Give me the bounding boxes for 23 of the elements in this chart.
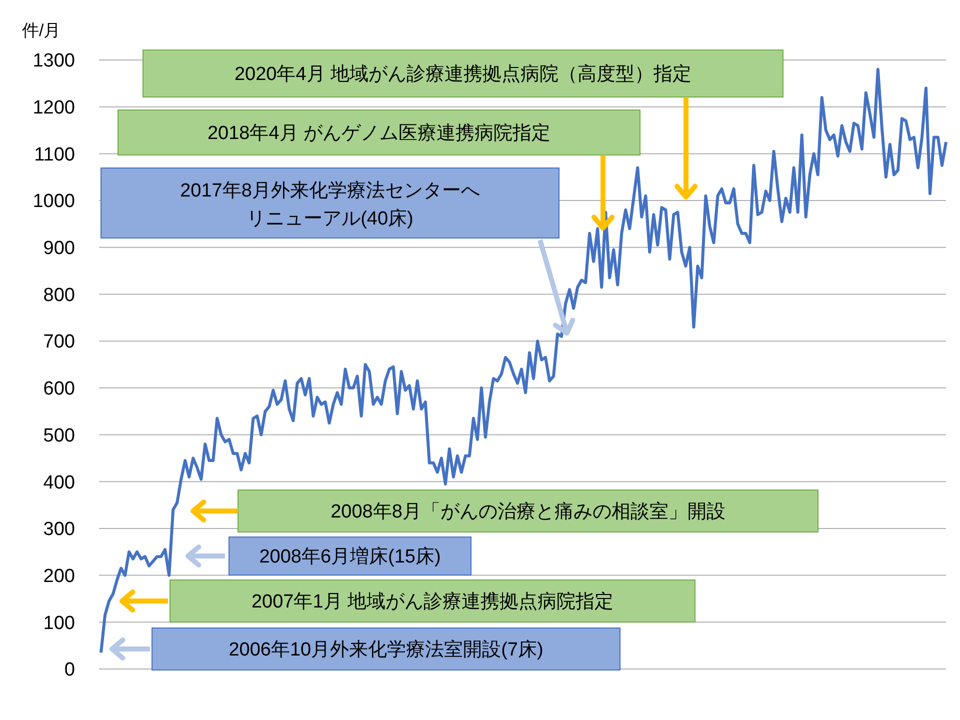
annotation: 2008年8月「がんの治療と痛みの相談室」開設 <box>330 500 726 523</box>
y-axis-title: 件/月 <box>22 21 61 40</box>
y-tick-label: 900 <box>43 238 75 260</box>
y-tick-label: 400 <box>43 472 75 494</box>
y-tick-label: 100 <box>43 612 75 634</box>
annotation: 2017年8月外来化学療法センターへ <box>180 180 480 202</box>
annotation: リニューアル(40床) <box>246 208 414 230</box>
y-tick-label: 200 <box>43 566 75 587</box>
y-tick-label: 700 <box>43 332 75 353</box>
annotation: 2020年4月 地域がん診療連携拠点病院（高度型）指定 <box>234 63 692 86</box>
y-tick-label: 1000 <box>32 191 75 212</box>
annotation: 2018年4月 がんゲノム医療連携病院指定 <box>207 122 551 144</box>
y-tick-label: 800 <box>43 284 75 306</box>
annotation: 2007年1月 地域がん診療連携拠点病院指定 <box>251 590 614 613</box>
annotation: 2006年10月外来化学療法室開設(7床) <box>228 638 544 661</box>
y-tick-label: 0 <box>64 660 75 681</box>
y-tick-label: 1300 <box>32 50 75 72</box>
y-tick-label: 1200 <box>32 97 75 118</box>
y-tick-label: 1100 <box>34 144 75 166</box>
y-tick-label: 300 <box>43 519 75 540</box>
y-tick-label: 600 <box>43 378 75 400</box>
annotation: 2008年6月増床(15床) <box>259 546 441 568</box>
y-tick-label: 500 <box>43 425 75 446</box>
